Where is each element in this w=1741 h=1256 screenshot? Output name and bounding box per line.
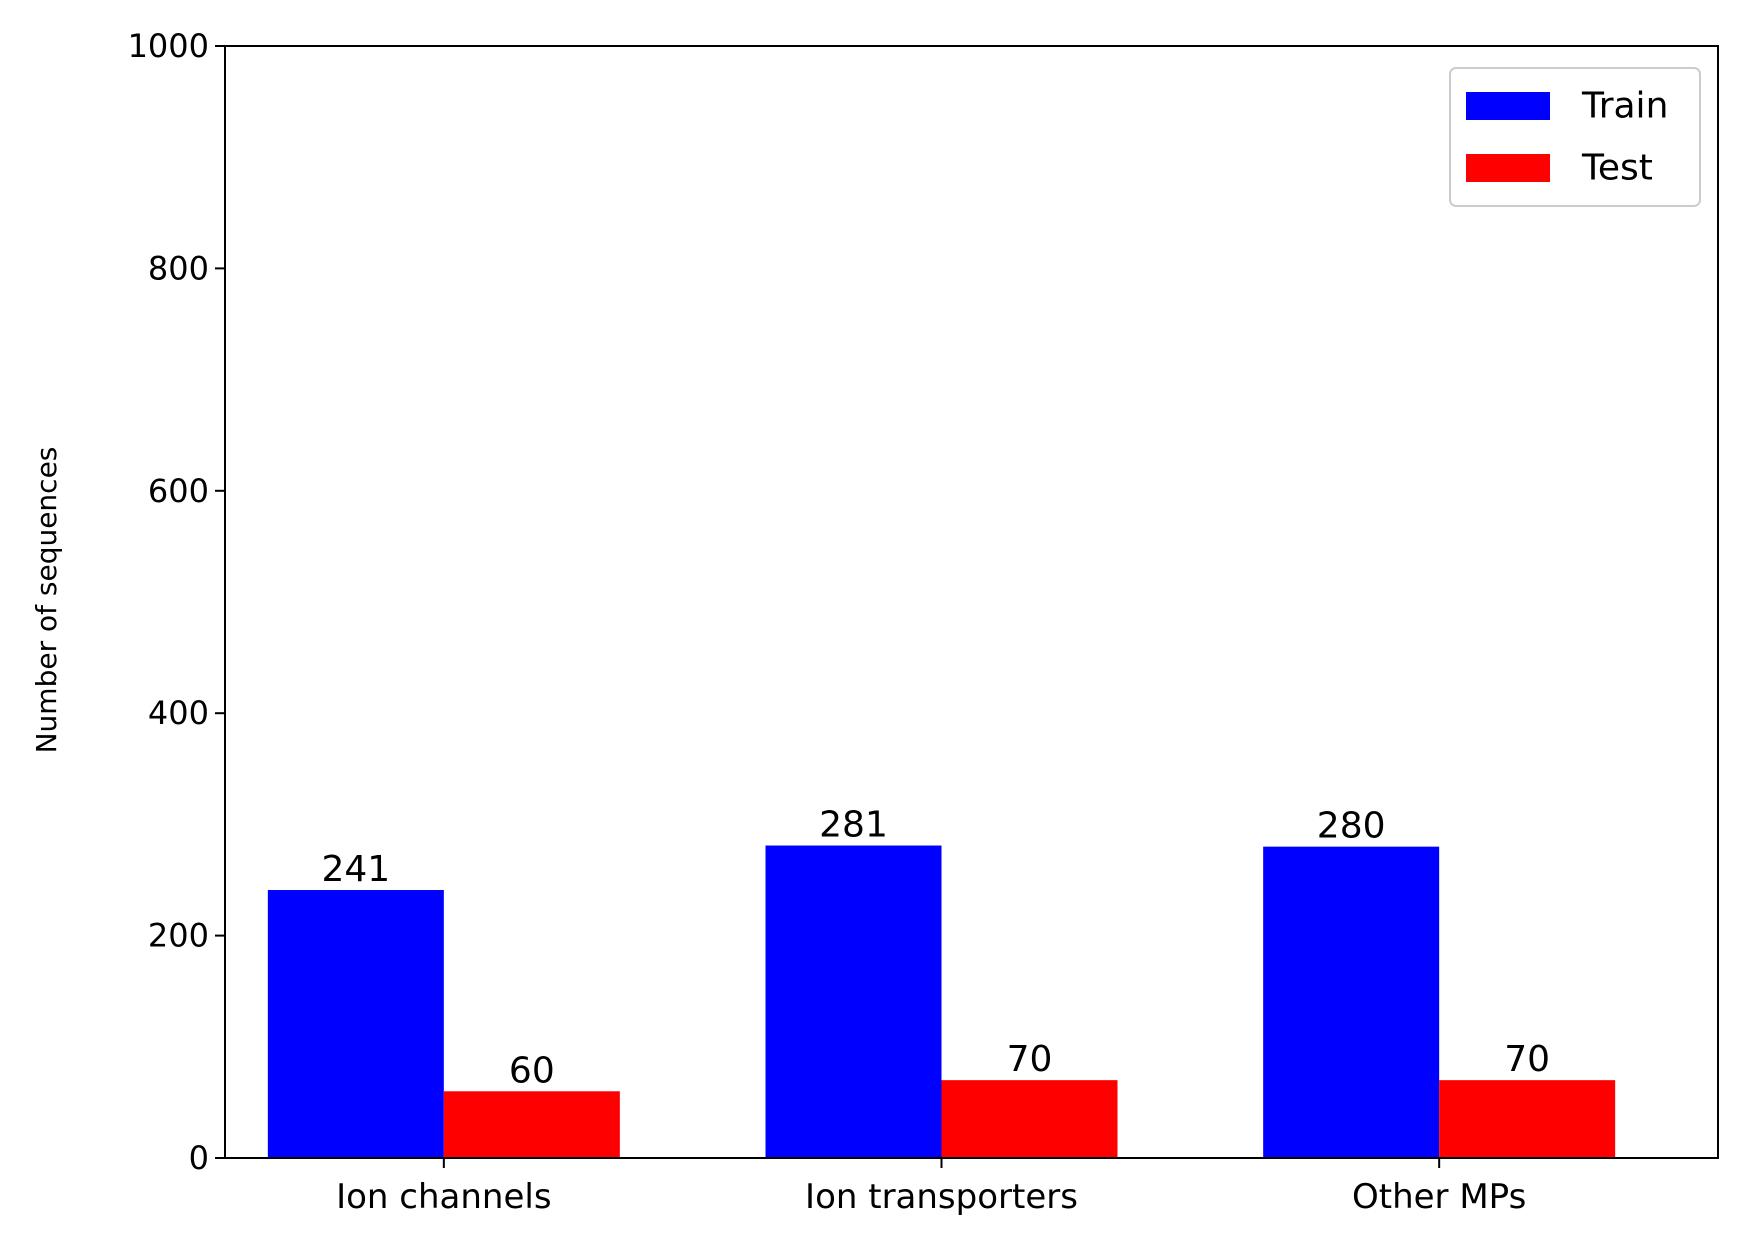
y-tick-label: 200 [148, 917, 209, 955]
data-label-train: 241 [321, 849, 390, 890]
bar-test [941, 1080, 1118, 1158]
data-label-test: 60 [509, 1050, 555, 1091]
y-tick-label: 800 [148, 249, 209, 287]
y-axis-label: Number of sequences [30, 447, 63, 754]
y-tick-label: 0 [189, 1139, 209, 1177]
legend-label-test: Test [1581, 148, 1653, 189]
y-tick-label: 600 [148, 472, 209, 510]
bars-layer [267, 845, 1616, 1158]
y-tick-label: 1000 [128, 27, 209, 65]
data-label-train: 281 [819, 805, 888, 846]
legend-swatch-train [1466, 92, 1550, 120]
legend: Train Test [1449, 67, 1701, 207]
bar-test [443, 1091, 620, 1158]
x-tick-label: Ion transporters [805, 1177, 1078, 1217]
x-tick-label: Ion channels [336, 1177, 551, 1217]
data-label-train: 280 [1317, 806, 1386, 847]
bar-test [1439, 1080, 1616, 1158]
x-tick-label: Other MPs [1352, 1177, 1526, 1217]
axes-layer: 0 200 400 600 800 1000 Ion channels Ion transpo… [128, 27, 1719, 1217]
legend-label-train: Train [1581, 86, 1668, 127]
bar-train [765, 845, 942, 1158]
legend-swatch-test [1466, 154, 1550, 182]
plot-frame [224, 45, 1719, 1159]
data-labels-layer: 241 60 281 70 280 70 [321, 805, 1550, 1092]
data-label-test: 70 [1504, 1039, 1550, 1080]
bar-train [1263, 846, 1440, 1158]
bar-train [267, 890, 444, 1158]
data-label-test: 70 [1007, 1039, 1053, 1080]
y-tick-label: 400 [148, 694, 209, 732]
